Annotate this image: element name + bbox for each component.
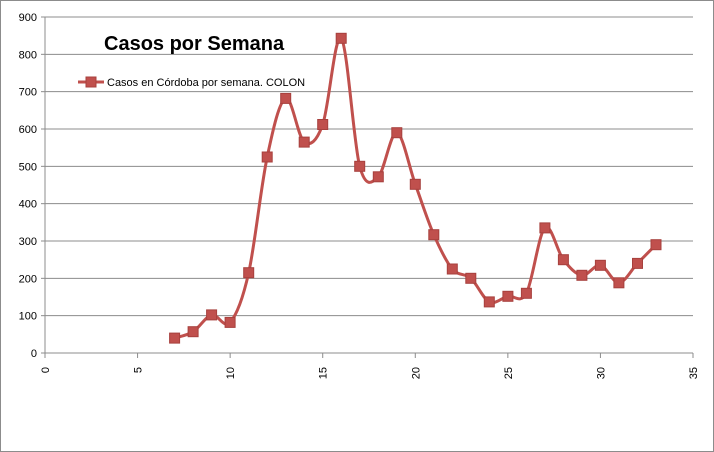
data-point-week-28 (557, 254, 569, 266)
x-tick-label: 20 (410, 367, 422, 379)
x-tick-label: 5 (133, 367, 145, 373)
legend: Casos en Córdoba por semana. COLON (78, 76, 305, 89)
y-tick-label: 500 (19, 161, 37, 173)
data-point-week-17 (354, 160, 366, 172)
y-tick-label: 400 (19, 199, 37, 211)
y-tick-label: 600 (19, 124, 37, 136)
data-point-week-31 (613, 277, 625, 289)
x-tick-label: 15 (318, 367, 330, 379)
data-point-week-32 (632, 257, 643, 269)
legend-marker (85, 76, 97, 88)
data-point-week-30 (594, 259, 606, 271)
data-point-week-12 (261, 151, 273, 163)
chart-title: Casos por Semana (104, 33, 285, 55)
data-point-week-18 (372, 171, 384, 183)
y-tick-label: 0 (31, 348, 37, 360)
x-tick-label: 25 (503, 367, 515, 379)
x-tick-label: 0 (40, 367, 52, 373)
y-tick-labels: 0 100 200 300 400 500 600 700 800 900 (19, 12, 37, 360)
data-point-week-19 (391, 127, 403, 139)
data-point-week-9 (206, 309, 218, 321)
y-tick-label: 200 (19, 273, 37, 285)
y-tick-label: 800 (19, 49, 37, 61)
data-point-week-27 (539, 222, 551, 234)
data-point-week-15 (317, 119, 329, 130)
x-tick-labels: 0 5 10 15 20 25 30 35 (40, 367, 700, 379)
gridlines (45, 16, 693, 317)
data-point-week-7 (169, 332, 181, 344)
data-points (169, 32, 662, 344)
data-point-week-24 (483, 296, 495, 308)
data-point-week-22 (446, 263, 458, 275)
data-point-week-21 (428, 229, 440, 241)
data-point-week-33 (650, 239, 662, 251)
data-point-week-23 (465, 272, 477, 284)
data-point-week-13 (280, 92, 292, 104)
y-tick-label: 900 (19, 12, 37, 24)
data-point-week-20 (409, 178, 421, 190)
y-tick-label: 700 (19, 87, 37, 99)
data-point-week-8 (187, 326, 199, 338)
data-point-week-26 (520, 287, 532, 299)
data-point-week-14 (298, 136, 310, 148)
data-point-week-16 (335, 32, 347, 44)
x-tick-label: 10 (225, 367, 237, 379)
data-point-week-25 (502, 290, 514, 302)
legend-label: Casos en Córdoba por semana. COLON (107, 77, 305, 89)
series-line-path (173, 36, 658, 340)
data-point-week-29 (576, 269, 588, 281)
series-line (173, 36, 658, 340)
y-tick-label: 300 (19, 236, 37, 248)
data-point-week-11 (243, 267, 255, 279)
y-tick-label: 100 (19, 311, 37, 323)
axes (41, 16, 694, 358)
x-tick-label: 30 (595, 367, 607, 379)
data-point-week-10 (224, 316, 236, 328)
x-tick-label: 35 (688, 367, 700, 379)
